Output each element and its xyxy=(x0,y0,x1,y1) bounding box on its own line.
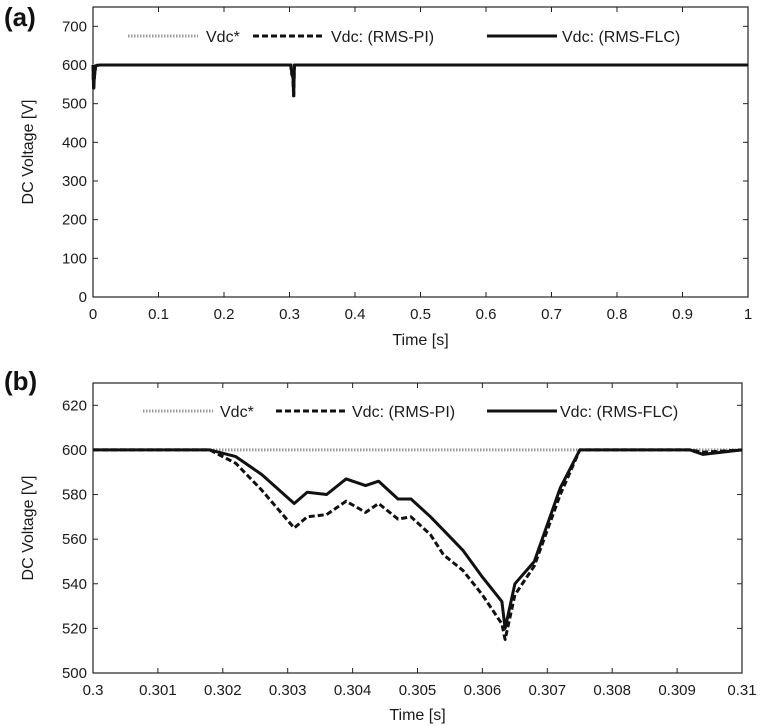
chart-b-ytick-label: 500 xyxy=(62,665,87,682)
chart-b-ytick-label: 540 xyxy=(62,576,87,593)
chart-b-ytick-label: 560 xyxy=(62,531,87,548)
chart-b-ytick-label: 620 xyxy=(62,397,87,414)
chart-b-y-axis-label: DC Voltage [V] xyxy=(20,476,37,581)
chart-a-xtick-label: 0.2 xyxy=(214,306,235,323)
chart-b-xtick-label: 0.305 xyxy=(399,682,437,699)
chart-b-ytick-label: 520 xyxy=(62,620,87,637)
chart-b-plot-frame xyxy=(92,382,743,674)
chart-a-series-line-2 xyxy=(91,63,748,100)
chart-b-xtick-label: 0.304 xyxy=(334,682,372,699)
chart-a-plot-frame xyxy=(92,6,749,298)
chart-a-x-axis-label: Time [s] xyxy=(392,332,448,349)
chart-a-ytick-label: 100 xyxy=(62,250,87,267)
chart-a-xtick-label: 0.8 xyxy=(607,306,628,323)
chart-b-series-line-3 xyxy=(93,448,743,630)
chart-a-ytick-label: 0 xyxy=(79,289,87,306)
chart-a-ytick-label: 200 xyxy=(62,212,87,229)
chart-a-legend-label-3: Vdc: (RMS-FLC) xyxy=(562,29,680,46)
chart-a-ytick-label: 400 xyxy=(62,134,87,151)
panel-a-label: (a) xyxy=(4,2,36,32)
chart-b-xtick-label: 0.306 xyxy=(464,682,502,699)
chart-a-xtick-label: 0.5 xyxy=(410,306,431,323)
chart-b-xtick-label: 0.303 xyxy=(269,682,307,699)
chart-b-xtick-label: 0.302 xyxy=(204,682,242,699)
chart-a-xtick-label: 0.9 xyxy=(672,306,693,323)
chart-b-xtick-label: 0.309 xyxy=(658,682,696,699)
chart-a-series-line-3 xyxy=(91,63,748,98)
panel-b-label: (b) xyxy=(4,366,38,396)
chart-b-legend-label-1: Vdc* xyxy=(220,404,254,421)
chart-b-ytick-label: 600 xyxy=(62,442,87,459)
chart-b-xtick-label: 0.3 xyxy=(83,682,104,699)
chart-a-ytick-label: 300 xyxy=(62,173,87,190)
chart-b-ytick-label: 580 xyxy=(62,487,87,504)
chart-b-legend-label-3: Vdc: (RMS-FLC) xyxy=(560,404,678,421)
chart-a-legend-label-2: Vdc: (RMS-PI) xyxy=(331,29,434,46)
chart-a-xtick-label: 0 xyxy=(89,306,97,323)
chart-a-ytick-label: 500 xyxy=(62,96,87,113)
chart-a-xtick-label: 0.1 xyxy=(148,306,169,323)
chart-b-xtick-label: 0.31 xyxy=(727,682,756,699)
chart-a-xtick-label: 0.7 xyxy=(541,306,562,323)
chart-a-xtick-label: 0.6 xyxy=(476,306,497,323)
chart-b-xtick-label: 0.307 xyxy=(529,682,567,699)
chart-a-y-axis-label: DC Voltage [V] xyxy=(20,100,37,205)
chart-b-xtick-label: 0.308 xyxy=(593,682,631,699)
chart-a-ytick-label: 600 xyxy=(62,57,87,74)
chart-a-xtick-label: 1 xyxy=(744,306,752,323)
chart-b-x-axis-label: Time [s] xyxy=(389,707,445,724)
chart-b-series-line-2 xyxy=(93,448,743,641)
chart-a-xtick-label: 0.4 xyxy=(345,306,366,323)
chart-b-legend-label-2: Vdc: (RMS-PI) xyxy=(352,404,455,421)
chart-a-legend-label-1: Vdc* xyxy=(206,29,240,46)
chart-b-xtick-label: 0.301 xyxy=(139,682,177,699)
chart-a-ytick-label: 700 xyxy=(62,18,87,35)
chart-a-xtick-label: 0.3 xyxy=(279,306,300,323)
